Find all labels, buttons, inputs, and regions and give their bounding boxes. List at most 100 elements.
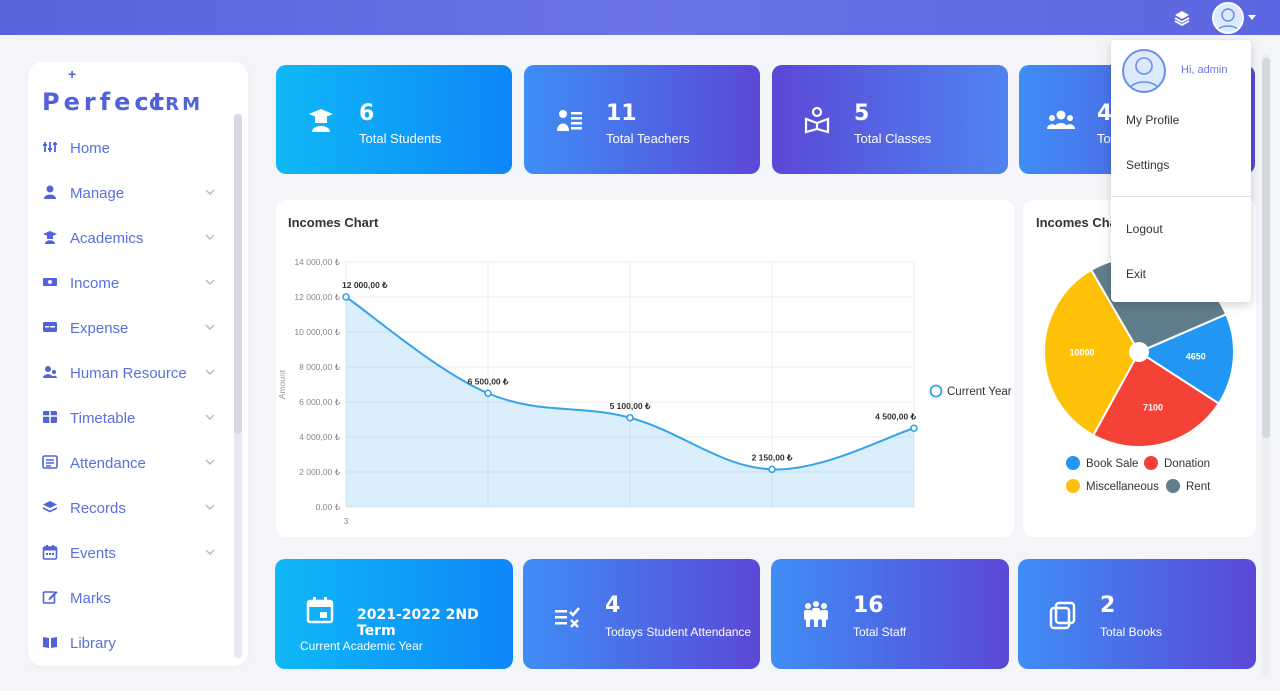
legend-label: Miscellaneous xyxy=(1086,481,1159,493)
pie-slice xyxy=(1091,350,1221,448)
sidebar-item-library[interactable]: Library xyxy=(28,622,228,662)
stat-card-classes[interactable]: 5 Total Classes xyxy=(772,65,1008,174)
book-icon xyxy=(42,634,58,650)
y-tick-label: 12 000,00 ₺ xyxy=(294,292,340,302)
data-point xyxy=(484,389,492,398)
sidebar-scroll-thumb[interactable] xyxy=(234,114,242,434)
sidebar: + Perfect CRM Home Manage Academics Income E… xyxy=(28,62,248,666)
sidebar-item-marks[interactable]: Marks xyxy=(28,577,228,617)
sliders-icon xyxy=(42,139,58,155)
sidebar-item-records[interactable]: Records xyxy=(28,487,228,527)
chevron-down-icon[interactable] xyxy=(1248,15,1256,20)
legend-marker xyxy=(1066,479,1080,493)
group-icon xyxy=(1046,105,1076,135)
stat-card-books[interactable]: 2 Total Books xyxy=(1018,559,1256,669)
stat-value: 4 xyxy=(1097,101,1113,126)
stat-value: 5 xyxy=(854,101,870,126)
stat-label: Total Books xyxy=(1100,625,1163,639)
y-tick-label: 6 000,00 ₺ xyxy=(299,397,340,407)
sidebar-item-label: Manage xyxy=(70,185,125,202)
x-tick-label: 3 xyxy=(344,516,349,526)
data-label: 5 100,00 ₺ xyxy=(610,401,651,411)
incomes-line-panel: Incomes Chart 0,00 ₺ 2 000,00 ₺ 4 000,00 ₺… xyxy=(276,200,1014,537)
data-label: 2 150,00 ₺ xyxy=(752,452,793,462)
user-icon xyxy=(42,184,58,200)
menu-item-my-profile[interactable]: My Profile xyxy=(1126,113,1180,127)
user-avatar-icon[interactable] xyxy=(1212,2,1244,34)
stat-label: Total Staff xyxy=(853,625,907,639)
data-label: 12 000,00 ₺ xyxy=(342,280,388,290)
chevron-down-icon[interactable] xyxy=(204,185,216,197)
sidebar-item-expense[interactable]: Expense xyxy=(28,307,228,347)
list-icon xyxy=(42,454,58,470)
sidebar-item-label: Home xyxy=(70,140,111,157)
stat-value: 11 xyxy=(606,101,637,126)
layers-icon xyxy=(42,499,58,515)
menu-item-settings[interactable]: Settings xyxy=(1126,158,1170,172)
series-area xyxy=(346,297,914,507)
logo-main: Perfect xyxy=(42,88,169,116)
sidebar-item-label: Attendance xyxy=(70,455,146,472)
data-point xyxy=(768,465,776,474)
sidebar-item-label: Marks xyxy=(70,590,111,607)
page-scroll-thumb[interactable] xyxy=(1262,58,1270,438)
calendar-icon xyxy=(42,544,58,560)
checklist-icon xyxy=(553,602,583,632)
chevron-down-icon[interactable] xyxy=(204,500,216,512)
data-label: 6 500,00 ₺ xyxy=(468,376,509,386)
stat-label: Todays Student Attendance xyxy=(605,625,752,639)
y-tick-label: 14 000,00 ₺ xyxy=(294,257,340,267)
incomes-line-chart: 0,00 ₺ 2 000,00 ₺ 4 000,00 ₺ 6 000,00 ₺ 8 00… xyxy=(277,257,1012,526)
classes-icon xyxy=(802,105,832,135)
stat-value: 16 xyxy=(853,593,884,618)
menu-item-logout[interactable]: Logout xyxy=(1126,222,1163,236)
stat-card-students[interactable]: 6 Total Students xyxy=(276,65,512,174)
y-tick-label: 2 000,00 ₺ xyxy=(299,467,340,477)
sidebar-item-manage[interactable]: Manage xyxy=(28,172,228,212)
sidebar-item-events[interactable]: Events xyxy=(28,532,228,572)
graduate-icon xyxy=(306,105,336,135)
stat-card-teachers[interactable]: 11 Total Teachers xyxy=(524,65,760,174)
stat-label: Total Classes xyxy=(854,131,932,146)
stat-card-attendance[interactable]: 4 Todays Student Attendance xyxy=(523,559,760,669)
chevron-down-icon[interactable] xyxy=(204,365,216,377)
logo-sub: CRM xyxy=(149,94,203,115)
table-icon xyxy=(42,409,58,425)
graduate-icon xyxy=(42,229,58,245)
legend-marker xyxy=(1166,479,1180,493)
data-point xyxy=(626,413,634,422)
slice-label: 4650 xyxy=(1186,352,1206,362)
stat-card-staff[interactable]: 16 Total Staff xyxy=(771,559,1009,669)
data-label: 4 500,00 ₺ xyxy=(875,411,916,421)
chevron-down-icon[interactable] xyxy=(204,455,216,467)
layers-icon[interactable] xyxy=(1172,8,1192,28)
data-point xyxy=(910,424,918,433)
logo-plus-icon: + xyxy=(68,66,77,82)
user-menu: Hi, admin My Profile Settings Logout Exi… xyxy=(1111,40,1251,302)
chevron-down-icon[interactable] xyxy=(204,230,216,242)
y-tick-label: 10 000,00 ₺ xyxy=(294,327,340,337)
staff-icon xyxy=(801,599,831,629)
data-point xyxy=(342,293,350,301)
stat-value: 4 xyxy=(605,593,621,618)
chevron-down-icon[interactable] xyxy=(204,545,216,557)
legend-label: Donation xyxy=(1164,458,1210,470)
sidebar-item-academics[interactable]: Academics xyxy=(28,217,228,257)
menu-item-exit[interactable]: Exit xyxy=(1126,267,1147,281)
sidebar-item-label: Library xyxy=(70,635,116,652)
stat-value: 2021-2022 2ND Term xyxy=(357,607,479,639)
sidebar-item-income[interactable]: Income xyxy=(28,262,228,302)
logo[interactable]: + Perfect CRM xyxy=(42,66,232,118)
sidebar-item-timetable[interactable]: Timetable xyxy=(28,397,228,437)
stat-value: 6 xyxy=(359,101,375,126)
sidebar-item-human-resource[interactable]: Human Resource xyxy=(28,352,228,392)
chevron-down-icon[interactable] xyxy=(204,410,216,422)
user-avatar-icon xyxy=(1122,49,1166,93)
chevron-down-icon[interactable] xyxy=(204,275,216,287)
stat-card-academic-year[interactable]: 2021-2022 2ND Term Current Academic Year xyxy=(275,559,513,669)
sidebar-item-label: Income xyxy=(70,275,120,292)
chevron-down-icon[interactable] xyxy=(204,320,216,332)
sidebar-item-home[interactable]: Home xyxy=(28,127,228,167)
sidebar-item-attendance[interactable]: Attendance xyxy=(28,442,228,482)
sidebar-item-label: Timetable xyxy=(70,410,136,427)
